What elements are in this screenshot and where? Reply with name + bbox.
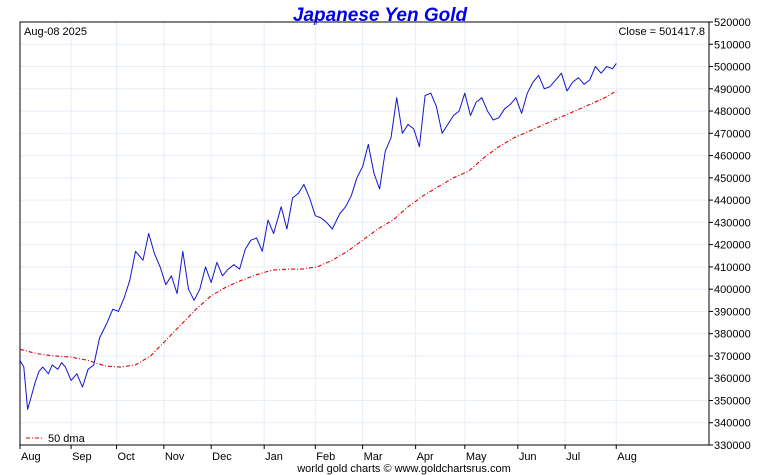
y-tick-label: 440000 bbox=[714, 195, 751, 207]
dma-line bbox=[19, 90, 617, 368]
y-tick-label: 480000 bbox=[714, 106, 751, 118]
y-tick-label: 510000 bbox=[714, 39, 751, 51]
y-tick-label: 410000 bbox=[714, 262, 751, 274]
y-tick-label: 360000 bbox=[714, 373, 751, 385]
close-label: Close = 501417.8 bbox=[618, 26, 705, 38]
series-layer bbox=[19, 63, 617, 410]
y-axis: 330000 340000 350000 360000 370000 380000 3900… bbox=[709, 17, 751, 452]
y-tick-label: 520000 bbox=[714, 17, 751, 29]
y-tick-label: 500000 bbox=[714, 62, 751, 74]
y-tick-label: 370000 bbox=[714, 351, 751, 363]
chart-title: Japanese Yen Gold bbox=[293, 5, 468, 26]
y-tick-label: 340000 bbox=[714, 418, 751, 430]
price-line bbox=[19, 63, 617, 410]
x-tick-label: Aug bbox=[617, 451, 637, 463]
legend: 50 dma bbox=[26, 433, 86, 445]
y-tick-label: 490000 bbox=[714, 84, 751, 96]
x-tick-label: Dec bbox=[212, 451, 232, 463]
x-tick-label: Nov bbox=[165, 451, 185, 463]
grid bbox=[20, 22, 709, 445]
x-tick-label: Apr bbox=[417, 451, 434, 463]
x-tick-label: Jun bbox=[519, 451, 537, 463]
x-tick-label: Jan bbox=[265, 451, 283, 463]
y-tick-label: 470000 bbox=[714, 128, 751, 140]
y-tick-label: 390000 bbox=[714, 306, 751, 318]
x-tick-label: May bbox=[466, 451, 487, 463]
x-tick-label: Sep bbox=[72, 451, 92, 463]
x-tick-label: Feb bbox=[316, 451, 335, 463]
x-tick-label: Oct bbox=[118, 451, 135, 463]
x-tick-label: Aug bbox=[21, 451, 41, 463]
y-tick-label: 380000 bbox=[714, 329, 751, 341]
x-tick-label: Jul bbox=[566, 451, 580, 463]
y-tick-label: 420000 bbox=[714, 240, 751, 252]
x-axis: Aug Sep Oct Nov Dec Jan Feb Mar Apr May Jun Jul Aug bbox=[19, 445, 637, 463]
y-tick-label: 350000 bbox=[714, 395, 751, 407]
y-tick-label: 330000 bbox=[714, 440, 751, 452]
legend-dma-label: 50 dma bbox=[48, 433, 86, 445]
y-tick-label: 450000 bbox=[714, 173, 751, 185]
x-tick-label: Mar bbox=[364, 451, 383, 463]
y-tick-label: 430000 bbox=[714, 217, 751, 229]
y-tick-label: 400000 bbox=[714, 284, 751, 296]
y-tick-label: 460000 bbox=[714, 151, 751, 163]
date-label: Aug-08 2025 bbox=[24, 26, 87, 38]
plot-frame bbox=[19, 21, 710, 446]
footer-credit: world gold charts © www.goldchartsrus.co… bbox=[296, 463, 511, 475]
